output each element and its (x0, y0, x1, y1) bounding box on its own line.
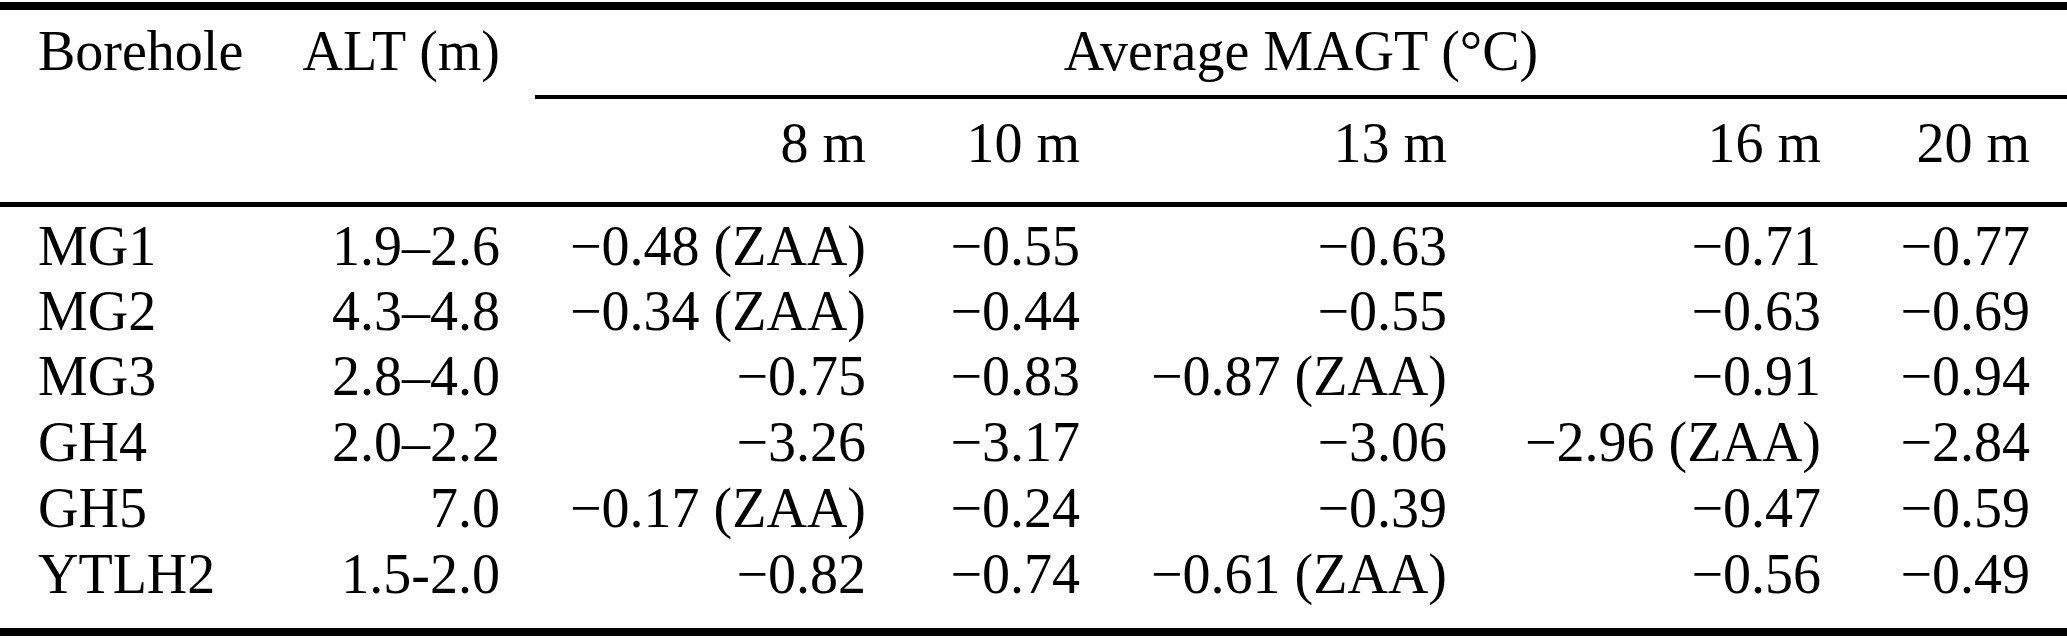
depth-subheader-row: 8 m 10 m 13 m 16 m 20 m (0, 108, 2067, 178)
cell-magt-20m: −0.94 (1900, 341, 2030, 411)
cell-alt: 4.3–4.8 (332, 276, 500, 346)
depth-header-10m: 10 m (966, 108, 1080, 178)
cell-alt: 1.5-2.0 (341, 539, 500, 609)
depth-header-8m: 8 m (780, 108, 866, 178)
table-row: GH4 2.0–2.2 −3.26 −3.17 −3.06 −2.96 (ZAA… (0, 407, 2067, 477)
table-row: GH5 7.0 −0.17 (ZAA) −0.24 −0.39 −0.47 −0… (0, 473, 2067, 543)
cell-magt-16m: −0.56 (1691, 539, 1821, 609)
cell-magt-10m: −0.24 (950, 473, 1080, 543)
cell-magt-16m: −0.71 (1691, 211, 1821, 281)
table-bottom-rule (0, 628, 2067, 636)
cell-magt-20m: −0.77 (1900, 211, 2030, 281)
alt-column-header: ALT (m) (302, 16, 500, 86)
depth-header-13m: 13 m (1333, 108, 1447, 178)
cell-magt-16m: −0.47 (1691, 473, 1821, 543)
depth-header-20m: 20 m (1916, 108, 2030, 178)
cell-borehole: MG3 (38, 341, 156, 411)
cell-magt-10m: −0.55 (950, 211, 1080, 281)
cell-magt-8m: −0.82 (736, 539, 866, 609)
cell-magt-8m: −3.26 (736, 407, 866, 477)
table-top-rule (0, 2, 2067, 10)
magt-group-header: Average MAGT (°C) (535, 16, 2067, 86)
cell-magt-16m: −0.91 (1691, 341, 1821, 411)
table-row: MG3 2.8–4.0 −0.75 −0.83 −0.87 (ZAA) −0.9… (0, 341, 2067, 411)
cell-magt-20m: −2.84 (1900, 407, 2030, 477)
table-row: YTLH2 1.5-2.0 −0.82 −0.74 −0.61 (ZAA) −0… (0, 539, 2067, 609)
table-row: MG2 4.3–4.8 −0.34 (ZAA) −0.44 −0.55 −0.6… (0, 276, 2067, 346)
cell-magt-16m: −0.63 (1691, 276, 1821, 346)
cell-magt-13m: −0.87 (ZAA) (1151, 341, 1447, 411)
cell-magt-20m: −0.59 (1900, 473, 2030, 543)
cell-magt-20m: −0.69 (1900, 276, 2030, 346)
cell-alt: 2.8–4.0 (332, 341, 500, 411)
header-body-divider-rule (0, 202, 2067, 207)
cell-magt-8m: −0.17 (ZAA) (570, 473, 866, 543)
cell-magt-8m: −0.75 (736, 341, 866, 411)
cell-magt-8m: −0.34 (ZAA) (570, 276, 866, 346)
cell-alt: 1.9–2.6 (332, 211, 500, 281)
cell-magt-13m: −0.39 (1317, 473, 1447, 543)
cell-borehole: GH4 (38, 407, 147, 477)
depth-header-16m: 16 m (1707, 108, 1821, 178)
cell-magt-10m: −0.74 (950, 539, 1080, 609)
cell-borehole: YTLH2 (38, 539, 215, 609)
cell-magt-16m: −2.96 (ZAA) (1525, 407, 1821, 477)
table-header-row: Borehole ALT (m) Average MAGT (°C) (0, 16, 2067, 86)
cell-borehole: MG1 (38, 211, 156, 281)
cell-magt-10m: −3.17 (950, 407, 1080, 477)
cell-magt-13m: −3.06 (1317, 407, 1447, 477)
cell-alt: 2.0–2.2 (332, 407, 500, 477)
cell-magt-20m: −0.49 (1900, 539, 2030, 609)
cell-magt-10m: −0.44 (950, 276, 1080, 346)
cell-borehole: GH5 (38, 473, 147, 543)
paper-table: Borehole ALT (m) Average MAGT (°C) 8 m 1… (0, 0, 2067, 639)
magt-group-underline-rule (535, 95, 2067, 99)
cell-magt-13m: −0.61 (ZAA) (1151, 539, 1447, 609)
cell-magt-8m: −0.48 (ZAA) (570, 211, 866, 281)
cell-magt-10m: −0.83 (950, 341, 1080, 411)
borehole-column-header: Borehole (38, 16, 243, 86)
cell-borehole: MG2 (38, 276, 156, 346)
table-row: MG1 1.9–2.6 −0.48 (ZAA) −0.55 −0.63 −0.7… (0, 211, 2067, 281)
cell-alt: 7.0 (430, 473, 500, 543)
cell-magt-13m: −0.55 (1317, 276, 1447, 346)
cell-magt-13m: −0.63 (1317, 211, 1447, 281)
